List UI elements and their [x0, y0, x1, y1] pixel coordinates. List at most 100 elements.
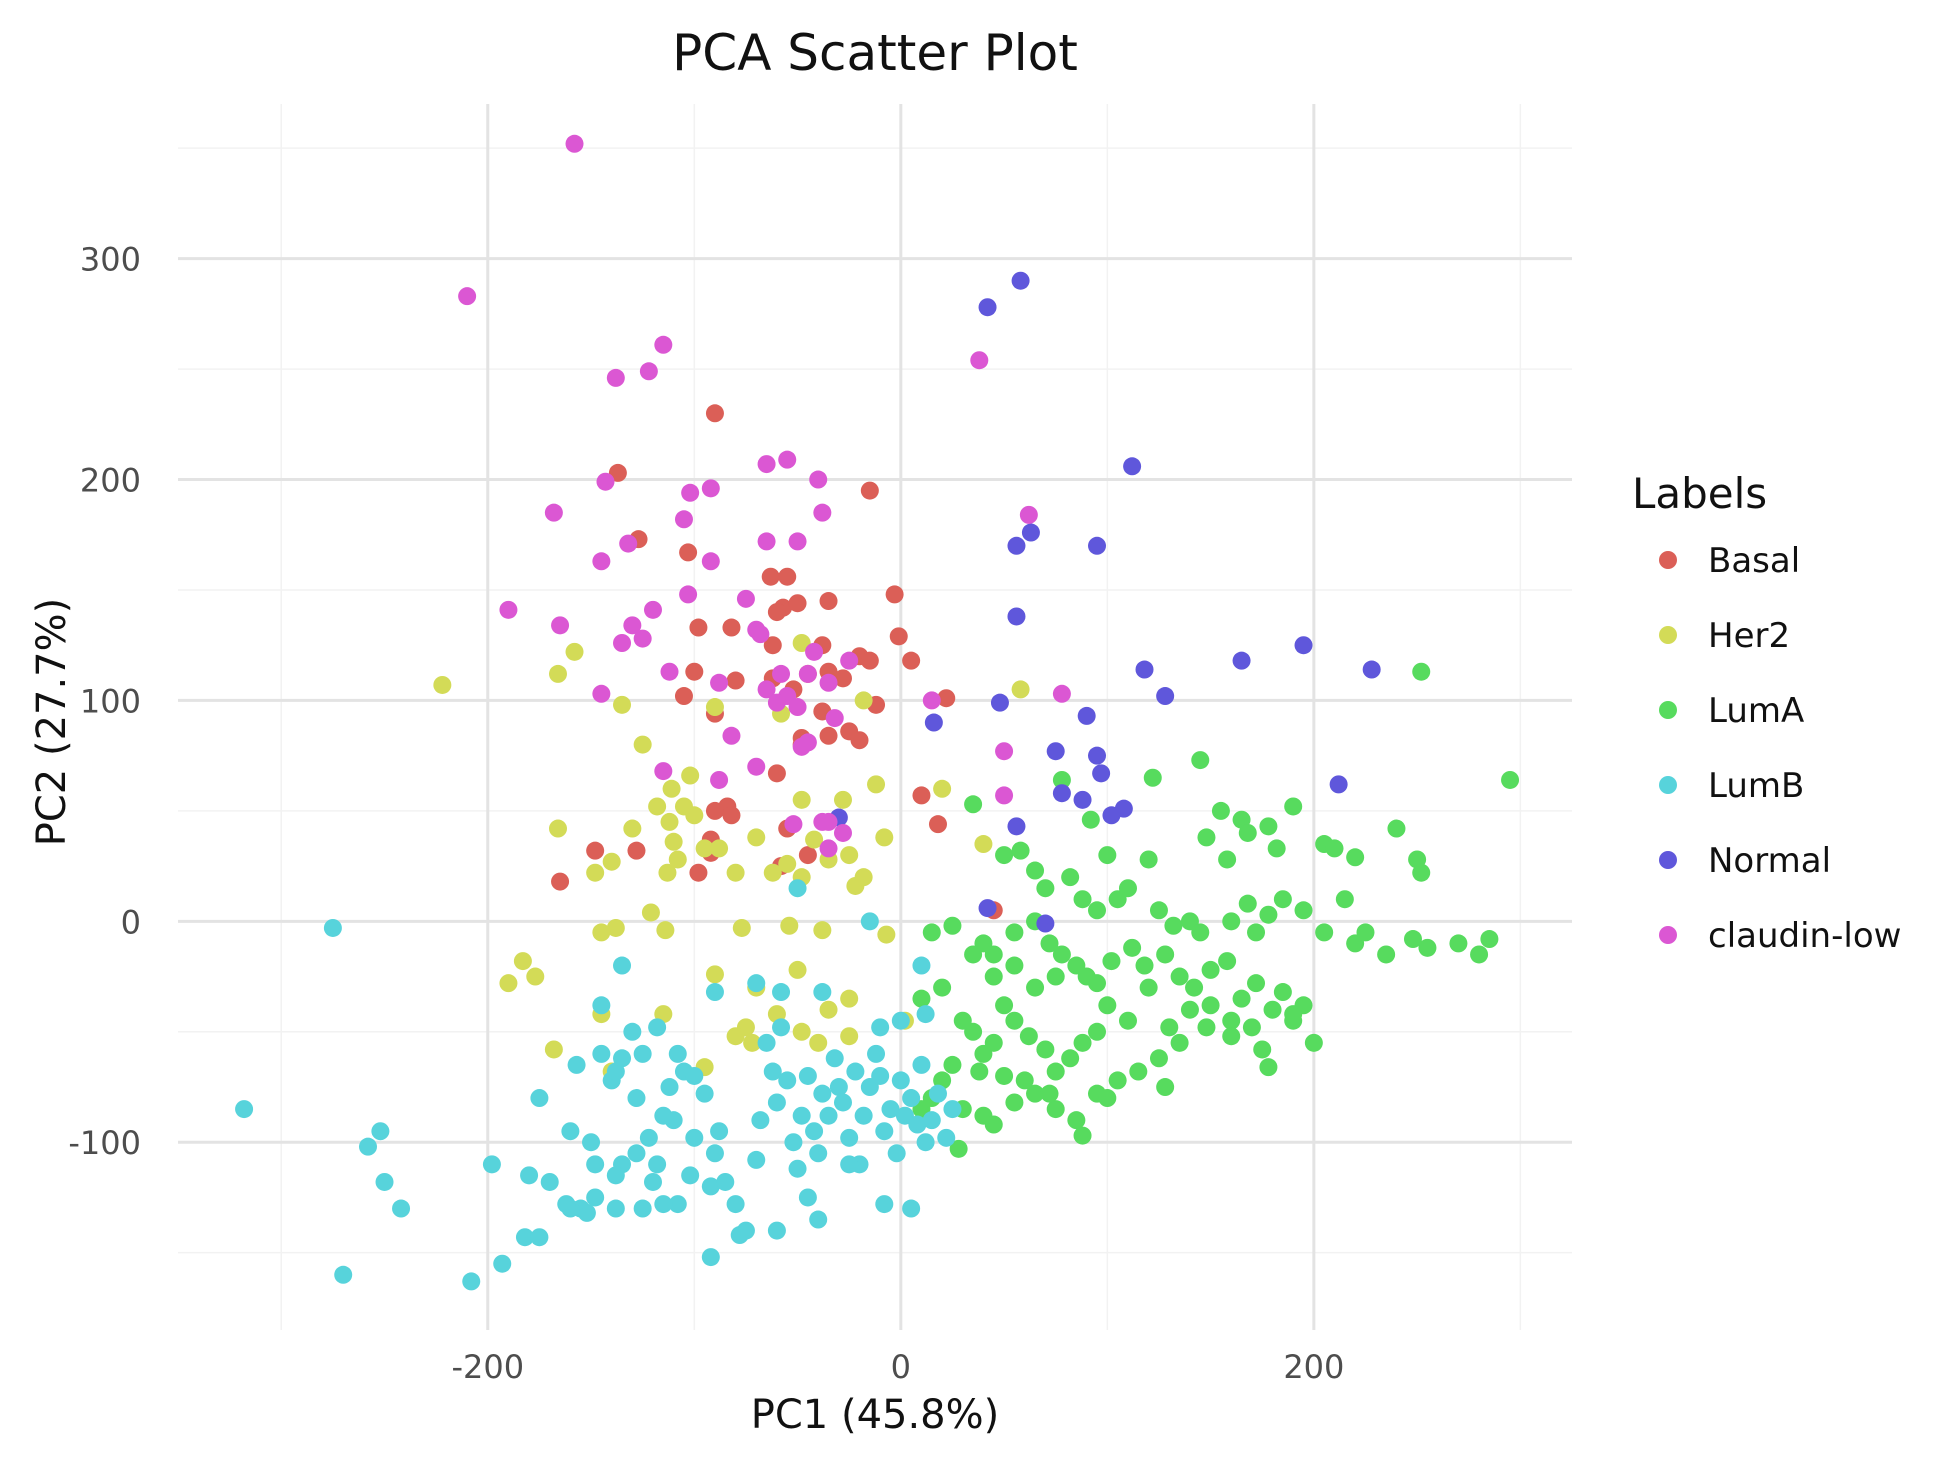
point-luma: [1019, 1027, 1038, 1046]
point-lumb: [371, 1122, 390, 1141]
point-basal: [722, 806, 741, 825]
point-luma: [1005, 923, 1024, 942]
point-normal: [1052, 784, 1071, 803]
point-claudin-low: [922, 691, 941, 710]
point-normal: [1092, 764, 1111, 783]
point-claudin-low: [643, 600, 662, 619]
point-claudin-low: [596, 472, 615, 491]
point-basal: [889, 627, 908, 646]
point-lumb: [829, 1078, 848, 1097]
point-lumb: [639, 1128, 658, 1147]
point-basal: [679, 543, 698, 562]
point-basal: [551, 872, 570, 891]
point-luma: [1061, 1049, 1080, 1068]
point-lumb: [701, 1248, 720, 1267]
data-points: [235, 134, 1520, 1291]
point-her2: [792, 1022, 811, 1041]
point-her2: [660, 812, 679, 831]
point-lumb: [809, 1144, 828, 1163]
point-luma: [1185, 978, 1204, 997]
point-her2: [658, 863, 677, 882]
point-luma: [1118, 879, 1137, 898]
point-luma: [1180, 1000, 1199, 1019]
point-claudin-low: [833, 823, 852, 842]
point-lumb: [358, 1137, 377, 1156]
point-luma: [1149, 901, 1168, 920]
point-luma: [1501, 770, 1520, 789]
point-her2: [662, 779, 681, 798]
point-basal: [902, 651, 921, 670]
point-luma: [1253, 1040, 1272, 1059]
point-her2: [592, 923, 611, 942]
point-luma: [1040, 1084, 1059, 1103]
point-luma: [1403, 930, 1422, 949]
point-claudin-low: [819, 812, 838, 831]
point-her2: [726, 863, 745, 882]
point-luma: [1170, 1033, 1189, 1052]
point-lumb: [840, 1155, 859, 1174]
point-lumb: [854, 1106, 873, 1125]
point-lumb: [633, 1199, 652, 1218]
point-basal: [705, 801, 724, 820]
point-lumb: [705, 983, 724, 1002]
point-lumb: [375, 1172, 394, 1191]
legend: Labels Basal Her2 LumA LumB Normal claudin-lo…: [1632, 469, 1901, 956]
legend-key-her2: [1659, 626, 1677, 644]
point-basal: [928, 815, 947, 834]
point-claudin-low: [767, 693, 786, 712]
point-her2: [788, 960, 807, 979]
point-luma: [1005, 1093, 1024, 1112]
point-luma: [1156, 1078, 1175, 1097]
point-claudin-low: [788, 532, 807, 551]
point-her2: [648, 797, 667, 816]
point-claudin-low: [592, 552, 611, 571]
x-axis-ticks: -200 0 200: [451, 1348, 1344, 1386]
point-lumb: [747, 974, 766, 993]
point-basal: [689, 863, 708, 882]
point-her2: [726, 1027, 745, 1046]
point-luma: [1201, 960, 1220, 979]
point-lumb: [875, 1122, 894, 1141]
point-her2: [548, 664, 567, 683]
point-normal: [978, 298, 997, 317]
point-lumb: [730, 1226, 749, 1245]
point-lumb: [606, 1166, 625, 1185]
point-normal: [978, 899, 997, 918]
point-luma: [1098, 846, 1117, 865]
point-claudin-low: [660, 662, 679, 681]
point-luma: [1377, 945, 1396, 964]
point-claudin-low: [710, 770, 729, 789]
point-luma: [1218, 850, 1237, 869]
point-lumb: [530, 1089, 549, 1108]
point-claudin-low: [736, 589, 755, 608]
point-claudin-low: [639, 362, 658, 381]
point-claudin-low: [654, 335, 673, 354]
point-luma: [1247, 974, 1266, 993]
point-basal: [778, 567, 797, 586]
point-lumb: [895, 1106, 914, 1125]
chart-title: PCA Scatter Plot: [672, 24, 1078, 82]
point-her2: [805, 830, 824, 849]
point-luma: [1412, 863, 1431, 882]
point-claudin-low: [1019, 505, 1038, 524]
point-luma: [1273, 890, 1292, 909]
point-luma: [1026, 978, 1045, 997]
point-luma: [1061, 868, 1080, 887]
legend-label-luma: LumA: [1708, 691, 1804, 731]
point-luma: [1135, 956, 1154, 975]
point-luma: [949, 1139, 968, 1158]
point-lumb: [784, 1133, 803, 1152]
point-luma: [1164, 916, 1183, 935]
point-luma: [995, 846, 1014, 865]
point-her2: [548, 819, 567, 838]
point-her2: [433, 675, 452, 694]
point-claudin-low: [757, 455, 776, 474]
point-lumb: [643, 1172, 662, 1191]
point-luma: [943, 1055, 962, 1074]
point-normal: [1036, 914, 1055, 933]
point-basal: [819, 726, 838, 745]
point-her2: [867, 775, 886, 794]
point-her2: [819, 1000, 838, 1019]
point-lumb: [881, 1100, 900, 1119]
